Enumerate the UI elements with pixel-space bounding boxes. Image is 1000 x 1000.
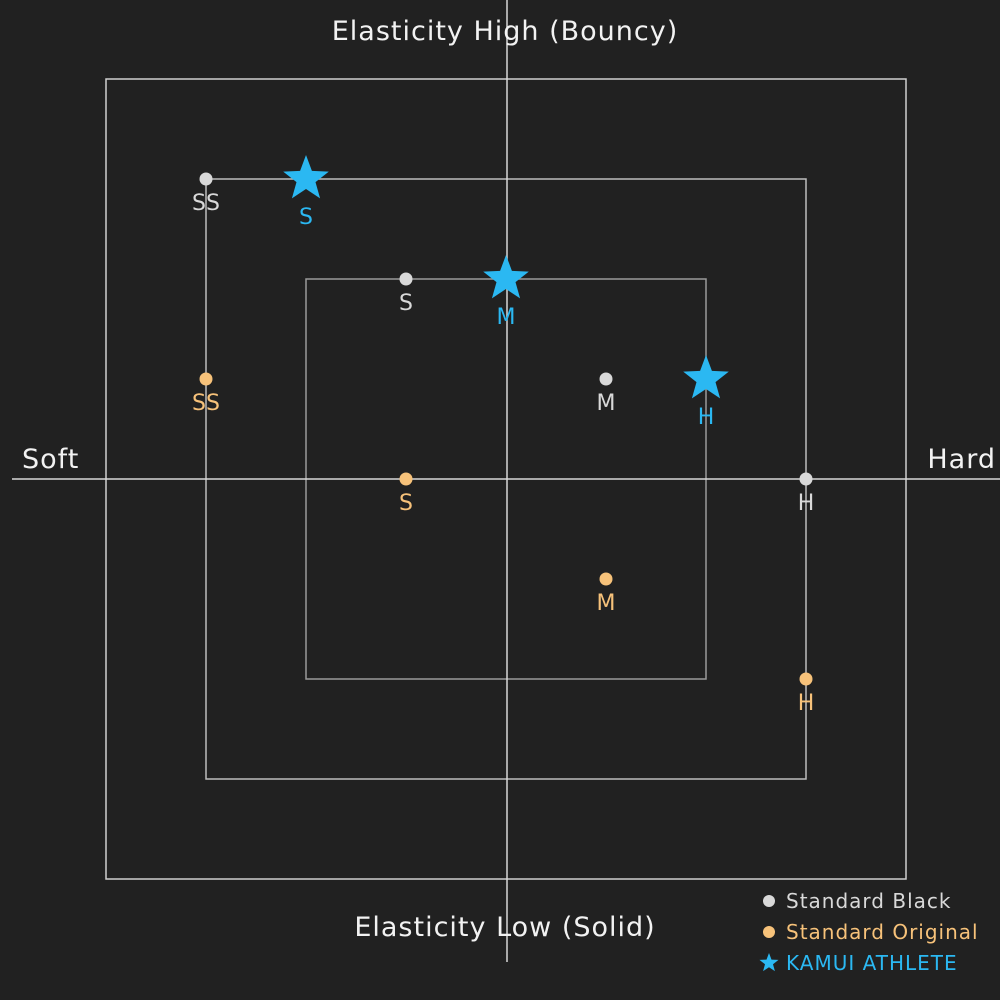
legend-label-standard-black: Standard Black — [786, 889, 951, 913]
label-kamui-athlete-s: S — [299, 205, 313, 230]
y-axis-bottom-label: Elasticity Low (Solid) — [354, 912, 655, 943]
label-standard-black-ss: SS — [192, 191, 220, 216]
point-standard-original-m — [599, 572, 613, 586]
label-standard-original-m: M — [597, 591, 616, 616]
label-standard-black-s: S — [399, 291, 413, 316]
point-standard-original-s — [399, 472, 413, 486]
point-standard-original-h — [799, 672, 813, 686]
legend-marker-standard-black — [763, 895, 775, 907]
label-standard-black-m: M — [597, 391, 616, 416]
label-standard-original-ss: SS — [192, 391, 220, 416]
point-kamui-athlete-h — [683, 355, 729, 399]
legend-label-standard-original: Standard Original — [786, 920, 979, 944]
label-standard-original-s: S — [399, 491, 413, 516]
point-standard-black-ss — [199, 172, 213, 186]
point-standard-black-h — [799, 472, 813, 486]
legend-label-kamui-athlete: KAMUI ATHLETE — [786, 951, 958, 975]
series-2: S M H — [283, 155, 729, 430]
label-standard-original-h: H — [798, 691, 815, 716]
point-standard-original-ss — [199, 372, 213, 386]
x-axis-right-label: Hard — [927, 444, 996, 475]
point-standard-black-m — [599, 372, 613, 386]
y-axis-top-label: Elasticity High (Bouncy) — [332, 16, 679, 47]
point-standard-black-s — [399, 272, 413, 286]
point-kamui-athlete-m — [483, 255, 529, 299]
legend: Standard Black Standard Original KAMUI ATH… — [759, 889, 979, 975]
x-axis-left-label: Soft — [22, 444, 79, 475]
point-kamui-athlete-s — [283, 155, 329, 199]
label-kamui-athlete-h: H — [698, 405, 715, 430]
label-kamui-athlete-m: M — [497, 305, 516, 330]
label-standard-black-h: H — [798, 491, 815, 516]
legend-marker-standard-original — [763, 926, 775, 938]
legend-marker-kamui-athlete — [759, 953, 779, 972]
axes — [12, 0, 1000, 962]
